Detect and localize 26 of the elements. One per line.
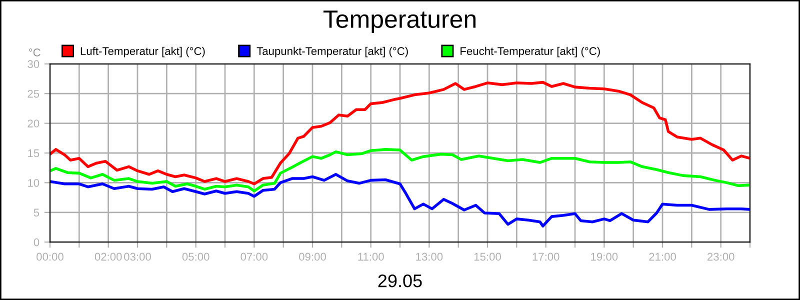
x-axis-title: 29.05 [378, 274, 422, 288]
x-tick-label: 07:00 [240, 252, 268, 261]
x-tick-label: 15:00 [474, 252, 501, 261]
y-tick-label: 0 [34, 238, 40, 246]
y-tick-label: 20 [28, 120, 40, 128]
y-tick-label: 25 [28, 90, 40, 98]
y-tick-label: 30 [28, 60, 40, 68]
legend-label: Luft-Temperatur [akt] (°C) [80, 46, 205, 58]
x-tick-label: 02:00 [94, 252, 122, 261]
x-tick-label: 05:00 [182, 252, 210, 261]
chart-title: Temperaturen [323, 10, 476, 33]
legend-label: Feucht-Temperatur [akt] (°C) [460, 46, 600, 58]
x-tick-label: 13:00 [416, 252, 443, 261]
legend-label: Taupunkt-Temperatur [akt] (°C) [256, 46, 408, 58]
x-tick-label: 09:00 [299, 252, 326, 261]
y-tick-label: 15 [28, 149, 40, 158]
y-tick-label: 5 [34, 208, 40, 217]
y-axis-title: °C [29, 48, 40, 56]
x-tick-label: 19:00 [591, 252, 618, 261]
y-tick-label: 10 [28, 178, 40, 187]
x-tick-label: 23:00 [707, 252, 734, 261]
x-tick-label: 11:00 [358, 252, 384, 261]
x-tick-label: 17:00 [532, 252, 560, 261]
x-tick-label: 21:00 [649, 252, 676, 261]
x-tick-label: 00:00 [36, 252, 64, 261]
x-tick-label: 03:00 [124, 252, 151, 261]
